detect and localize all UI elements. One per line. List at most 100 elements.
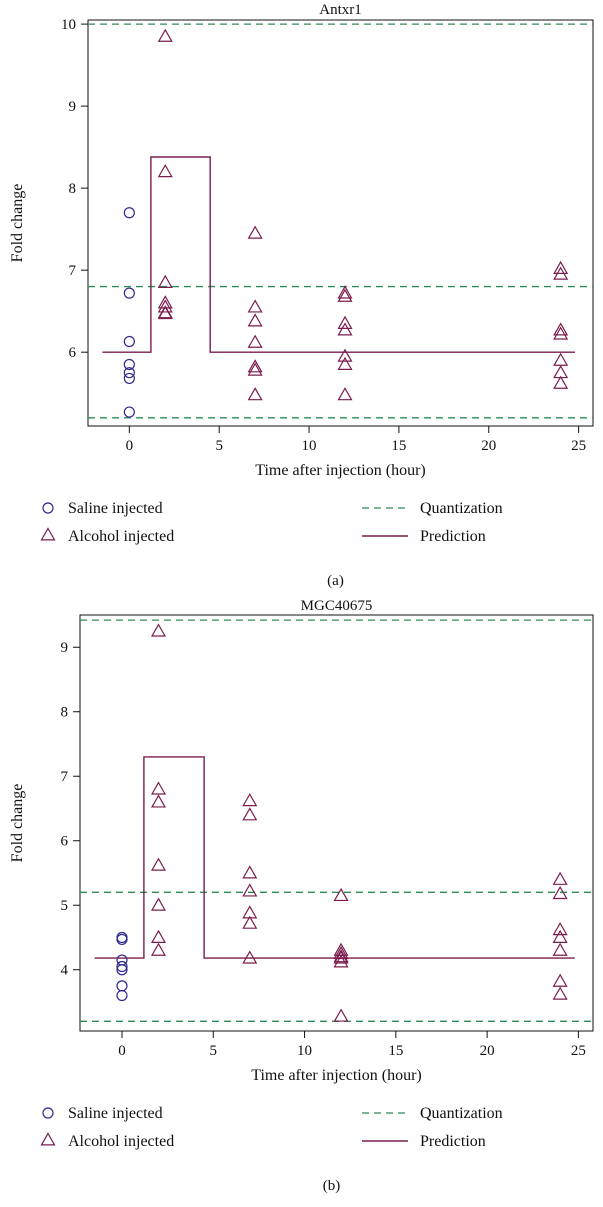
alcohol-point [552,871,568,885]
alcohol-point [150,794,167,808]
y-tick-label: 5 [61,898,69,914]
legend-prediction-label: Prediction [420,1133,486,1150]
alcohol-point [157,28,173,42]
saline-point [123,335,135,348]
saline-point [123,207,135,219]
alcohol-point [333,1008,349,1022]
saline-point [123,358,135,371]
prediction-line [94,756,575,959]
alcohol-point [157,305,173,320]
y-tick-label: 6 [61,834,69,850]
prediction-line [102,156,575,353]
chart-b-svg: MGC40675 0 5 10 15 20 25 4 5 6 7 8 9 Time after injec… [9,598,594,1194]
y-axis-label: Fold change [9,184,26,263]
legend-alcohol-marker [40,527,56,541]
saline-point [116,933,128,946]
chart-title: MGC40675 [301,600,373,614]
alcohol-point [157,299,173,313]
x-tick-label: 20 [480,1043,495,1059]
alcohol-point [150,781,167,795]
chart-a-svg: Antxr1 0 5 10 15 20 25 6 7 8 9 10 Time after injecti… [9,2,594,589]
alcohol-point [337,322,353,336]
saline-point [116,980,128,992]
alcohol-point [333,887,349,902]
y-tick-label: 9 [69,99,77,115]
alcohol-point [242,883,258,897]
legend-alcohol-label: Alcohol injected [68,1133,174,1150]
alcohol-point [242,807,258,821]
plot-frame [87,19,594,427]
alcohol-point [553,326,569,340]
alcohol-point [552,922,568,936]
legend-quantization-label: Quantization [420,500,503,517]
saline-point [123,372,135,385]
alcohol-point [247,334,263,348]
alcohol-point [242,865,258,879]
alcohol-point [553,260,569,274]
alcohol-point [333,950,349,964]
x-axis-label: Time after injection (hour) [255,462,425,479]
alcohol-point [247,359,263,373]
alcohol-point [337,315,353,329]
panel-caption: (a) [327,573,344,589]
saline-point [123,367,135,379]
legend-prediction-label: Prediction [420,528,486,545]
alcohol-point [333,954,349,968]
x-tick-label: 10 [297,1043,312,1059]
saline-point [116,960,128,973]
alcohol-point [247,225,263,239]
alcohol-point [552,885,568,900]
alcohol-point [150,929,167,943]
y-axis-label: Fold change [9,784,26,863]
legend-saline-label: Saline injected [68,500,163,517]
x-axis-label: Time after injection (hour) [251,1067,421,1084]
alcohol-point [150,623,167,637]
alcohol-point [157,274,173,288]
legend-quantization-label: Quantization [420,1105,503,1122]
alcohol-point [552,973,568,987]
alcohol-point [337,387,353,401]
alcohol-point [247,299,263,313]
saline-point [123,406,135,418]
alcohol-point [552,986,568,1000]
saline-point [116,964,128,976]
alcohol-point [337,348,353,362]
saline-point [123,287,135,299]
alcohol-point [150,897,167,911]
legend-saline-marker [42,1107,54,1119]
alcohol-point [157,164,173,178]
x-tick-label: 0 [126,438,134,454]
y-tick-label: 8 [69,181,77,197]
chart-panel-a: Antxr1 0 5 10 15 20 25 6 7 8 9 10 Time after injecti… [0,0,603,600]
plot-frame [79,614,594,1032]
alcohol-point [337,285,353,299]
y-tick-label: 10 [61,17,76,33]
y-tick-label: 8 [61,705,69,721]
x-tick-label: 5 [210,1043,218,1059]
y-tick-label: 6 [69,345,77,361]
alcohol-point [247,387,263,401]
y-tick-label: 7 [61,769,69,785]
alcohol-point [333,945,349,960]
x-tick-label: 5 [215,438,223,454]
x-tick-label: 15 [391,438,406,454]
legend-saline-marker [42,502,54,514]
alcohol-point [242,915,258,929]
alcohol-point [247,313,263,327]
y-tick-label: 4 [61,963,69,979]
alcohol-point [247,362,263,376]
alcohol-point [150,942,167,956]
y-tick-label: 9 [61,640,69,656]
legend-saline-label: Saline injected [68,1105,163,1122]
alcohol-point [552,929,568,943]
y-tick-label: 7 [69,263,77,279]
panel-caption: (b) [323,1178,341,1194]
x-tick-label: 0 [118,1043,126,1059]
alcohol-point [552,942,568,956]
alcohol-point [337,288,353,302]
alcohol-point [553,352,569,366]
alcohol-point [553,266,569,280]
x-tick-label: 15 [388,1043,403,1059]
alcohol-point [337,356,353,370]
alcohol-point [553,322,569,336]
